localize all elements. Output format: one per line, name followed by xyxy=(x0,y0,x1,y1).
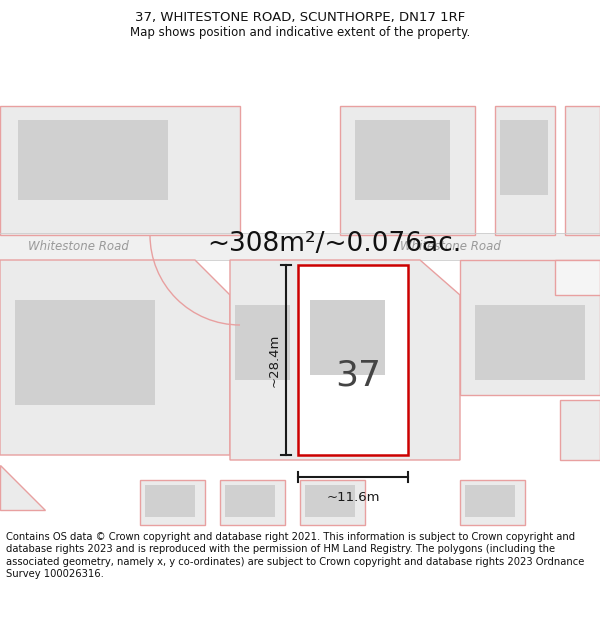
Bar xyxy=(298,265,408,455)
Bar xyxy=(300,480,365,525)
Bar xyxy=(225,485,275,517)
Bar xyxy=(560,400,600,460)
Bar xyxy=(310,300,385,375)
Polygon shape xyxy=(340,106,475,235)
Bar xyxy=(0,233,600,260)
Text: ~308m²/~0.076ac.: ~308m²/~0.076ac. xyxy=(207,231,461,257)
Text: ~28.4m: ~28.4m xyxy=(268,333,281,387)
Polygon shape xyxy=(555,260,600,295)
Bar xyxy=(305,485,355,517)
Bar xyxy=(355,120,450,200)
Text: Map shows position and indicative extent of the property.: Map shows position and indicative extent… xyxy=(130,26,470,39)
Bar xyxy=(18,120,168,200)
Bar xyxy=(465,485,515,517)
Polygon shape xyxy=(230,260,460,460)
Polygon shape xyxy=(495,106,555,235)
Bar xyxy=(500,120,548,195)
Polygon shape xyxy=(0,465,45,510)
Text: Whitestone Road: Whitestone Road xyxy=(400,239,500,252)
Bar xyxy=(15,300,155,405)
Bar xyxy=(220,480,285,525)
Polygon shape xyxy=(565,106,600,235)
Bar xyxy=(145,485,195,517)
Text: ~11.6m: ~11.6m xyxy=(326,491,380,504)
Polygon shape xyxy=(460,260,600,395)
Text: Contains OS data © Crown copyright and database right 2021. This information is : Contains OS data © Crown copyright and d… xyxy=(6,532,584,579)
Polygon shape xyxy=(0,260,230,455)
Bar xyxy=(235,305,290,380)
Text: 37: 37 xyxy=(335,358,381,392)
Polygon shape xyxy=(0,106,240,235)
Bar xyxy=(460,480,525,525)
Text: 37, WHITESTONE ROAD, SCUNTHORPE, DN17 1RF: 37, WHITESTONE ROAD, SCUNTHORPE, DN17 1R… xyxy=(135,11,465,24)
Bar xyxy=(475,305,585,380)
Text: Whitestone Road: Whitestone Road xyxy=(28,239,128,252)
Bar xyxy=(140,480,205,525)
